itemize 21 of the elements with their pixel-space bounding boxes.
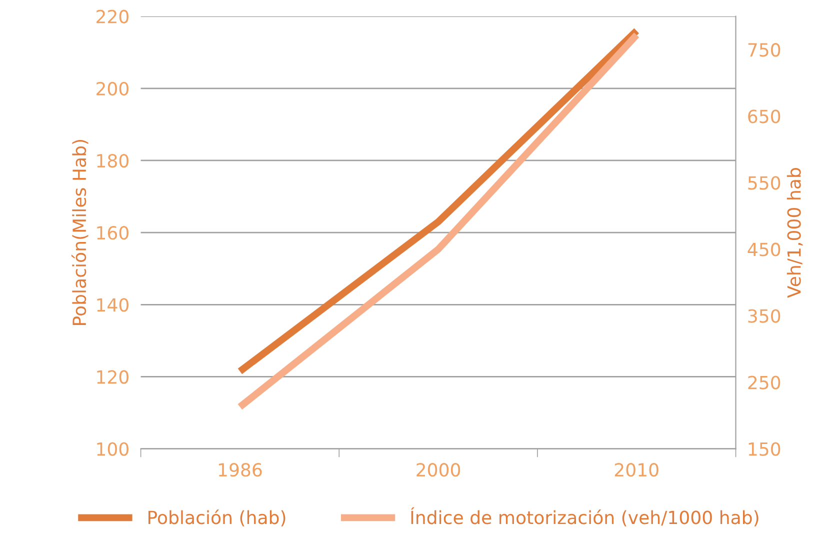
y-tick-label: 220 (96, 10, 128, 24)
x-tick-label: 2010 (614, 463, 658, 477)
y-tick-label: 180 (97, 154, 128, 168)
y2-axis-title: Veh/1,000 hab (786, 168, 803, 298)
y-tick-label: 120 (97, 370, 128, 384)
y2-tick-label: 350 (748, 309, 780, 323)
y-axis-title: Población(Miles Hab) (71, 140, 88, 325)
y2-tick-label: 250 (748, 376, 780, 390)
y2-tick-label: 550 (748, 176, 780, 190)
y-tick-label: 200 (96, 82, 128, 96)
y-tick-label: 160 (97, 226, 128, 240)
y2-tick-label: 750 (748, 43, 780, 57)
y2-tick-label: 150 (748, 442, 780, 456)
y-tick-label: 100 (97, 442, 128, 456)
legend-label: Índice de motorización (veh/1000 hab) (410, 507, 758, 526)
y2-tick-label: 450 (748, 242, 780, 256)
legend-label: Población (hab) (148, 510, 286, 526)
y-tick-label: 140 (97, 298, 128, 312)
x-tick-label: 2000 (416, 463, 460, 477)
y2-tick-label: 650 (748, 110, 780, 124)
x-tick-label: 1986 (218, 463, 262, 477)
